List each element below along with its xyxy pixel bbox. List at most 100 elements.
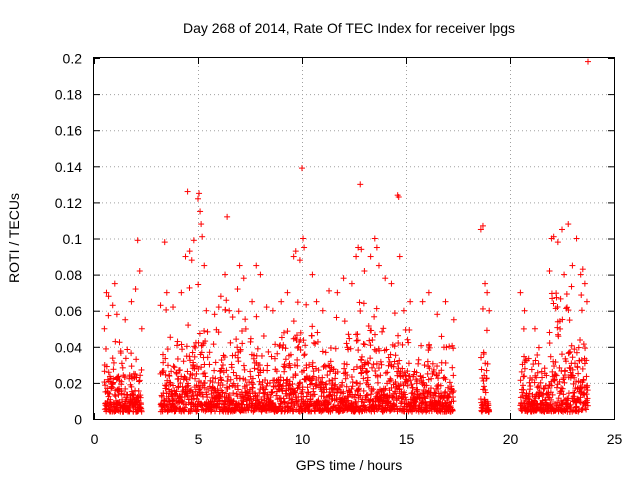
data-point (165, 362, 172, 369)
data-point (384, 369, 391, 376)
data-point (178, 397, 185, 404)
y-tick-label: 0.1 (63, 231, 83, 247)
data-point (195, 195, 201, 202)
data-point (234, 354, 241, 361)
data-point (165, 398, 172, 405)
data-point (323, 380, 330, 387)
data-point (531, 325, 538, 332)
data-point (182, 404, 188, 411)
data-point (583, 298, 590, 305)
data-point (482, 280, 489, 287)
data-point (340, 275, 347, 282)
data-point (534, 351, 541, 358)
data-point (242, 376, 249, 383)
data-point (198, 349, 205, 356)
data-point (319, 307, 326, 314)
data-point (133, 374, 140, 381)
data-point (287, 351, 294, 358)
data-point (450, 316, 457, 323)
data-point (446, 379, 453, 386)
data-point (175, 384, 182, 391)
y-tick-label: 0.06 (55, 303, 82, 319)
data-point (118, 360, 125, 367)
data-point (326, 287, 333, 294)
data-point (264, 362, 271, 369)
data-point (282, 356, 289, 363)
data-point (541, 365, 548, 372)
data-point (188, 257, 195, 264)
data-point (580, 341, 587, 348)
data-point (286, 395, 293, 402)
data-point (272, 382, 279, 389)
data-point (217, 393, 224, 400)
data-point (248, 396, 255, 403)
data-point (233, 372, 240, 379)
data-point (426, 341, 433, 348)
data-point (309, 323, 316, 330)
data-point (573, 349, 580, 356)
data-point (301, 352, 308, 359)
data-point (360, 387, 367, 394)
data-point (234, 286, 241, 293)
data-point (204, 354, 211, 361)
data-point (348, 280, 355, 287)
data-point (577, 336, 584, 343)
data-point (163, 390, 170, 397)
data-point (240, 275, 247, 282)
data-point (227, 339, 234, 346)
data-point (132, 371, 139, 378)
data-point (558, 385, 565, 392)
data-point (415, 356, 422, 363)
data-point (353, 379, 360, 386)
data-point (357, 307, 364, 314)
data-point (262, 386, 269, 393)
data-point (164, 401, 171, 408)
x-tick-label: 20 (503, 431, 519, 447)
data-point (557, 325, 564, 332)
data-point (517, 289, 524, 296)
data-point (189, 372, 196, 379)
data-point (371, 331, 378, 338)
data-point (245, 390, 252, 397)
data-point (303, 301, 310, 308)
data-point (573, 235, 580, 242)
data-point (113, 311, 120, 318)
data-point (193, 370, 200, 377)
data-point (299, 165, 305, 172)
data-point (555, 333, 562, 340)
data-point (263, 304, 270, 311)
data-point (369, 337, 376, 344)
data-point (178, 341, 185, 348)
data-point (185, 382, 192, 389)
data-point (380, 325, 387, 332)
data-point (230, 398, 237, 405)
data-point (189, 389, 196, 396)
data-point (206, 349, 213, 356)
data-point (551, 363, 558, 370)
data-point (565, 390, 572, 397)
data-point (110, 375, 117, 382)
data-point (319, 348, 326, 355)
data-point (241, 366, 248, 373)
data-point (253, 262, 260, 269)
data-point (577, 271, 584, 278)
data-point (253, 352, 260, 359)
data-point (314, 329, 321, 336)
data-point (549, 295, 556, 302)
data-point (442, 359, 449, 366)
data-point (290, 318, 297, 325)
data-point (189, 349, 196, 356)
data-point (108, 384, 115, 391)
data-point (560, 374, 567, 381)
data-point (273, 368, 280, 375)
data-point (250, 352, 257, 359)
data-point (407, 298, 414, 305)
data-point (208, 407, 215, 414)
data-point (224, 378, 231, 385)
data-point (234, 344, 241, 351)
data-point (192, 375, 199, 382)
data-point (176, 367, 183, 374)
data-point (442, 298, 449, 305)
data-point (566, 317, 573, 324)
data-point (281, 399, 288, 406)
